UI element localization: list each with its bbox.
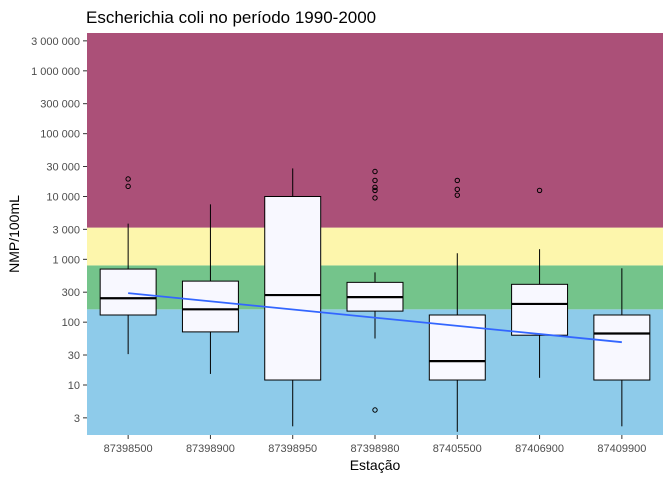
box-87398900: [181, 204, 239, 374]
chart-title: Escherichia coli no período 1990-2000: [86, 8, 376, 27]
box-87409900: [593, 268, 651, 427]
x-axis-title: Estação: [350, 457, 401, 473]
outlier-point: [372, 407, 378, 413]
background-band-3: [87, 33, 663, 228]
x-tick-label: 87406900: [515, 443, 564, 455]
y-tick-label: 1 000: [52, 254, 80, 266]
outlier-point: [372, 184, 378, 191]
x-axis: 87398500 87398900 87398950 87398980 87405500…: [104, 435, 646, 455]
x-tick-label: 87398950: [268, 443, 317, 455]
x-tick-label: 87398900: [186, 443, 235, 455]
box-body: [181, 280, 239, 333]
y-tick-label: 3: [74, 413, 80, 425]
y-tick-label: 1 000 000: [31, 66, 80, 78]
trend-line: [128, 292, 622, 344]
trend-line-group: [128, 292, 622, 344]
box-87398980: [346, 168, 404, 413]
background-bands: [87, 33, 663, 435]
box-body: [99, 268, 157, 316]
outlier-point: [372, 187, 378, 194]
box-body: [264, 195, 322, 381]
x-tick-label: 87409900: [597, 443, 646, 455]
y-tick-label: 3 000 000: [31, 36, 80, 48]
box-body: [511, 283, 569, 336]
outlier-point: [372, 168, 378, 175]
y-tick-label: 3 000: [52, 224, 80, 236]
y-axis: 3 10 30 100 300 1 000 3 000 10 000 30 000 100 000…: [31, 36, 87, 425]
x-tick-label: 87398980: [351, 443, 400, 455]
x-tick-label: 87398500: [104, 443, 153, 455]
box-87406900: [511, 187, 569, 378]
outlier-point: [372, 177, 378, 184]
y-tick-label: 10 000: [46, 191, 80, 203]
x-tick-label: 87405500: [433, 443, 482, 455]
y-axis-title: NMP/100mL: [6, 195, 22, 273]
box-body: [593, 314, 651, 381]
background-band-2: [87, 227, 663, 266]
outlier-point: [454, 192, 460, 198]
y-tick-label: 100 000: [40, 129, 80, 141]
outlier-point: [536, 187, 543, 194]
y-tick-label: 10: [68, 380, 80, 392]
y-tick-label: 300: [62, 287, 80, 299]
outlier-point: [454, 186, 460, 193]
y-tick-label: 100: [62, 317, 80, 329]
box-87398500: [99, 176, 157, 355]
boxes: [99, 168, 651, 432]
outlier-point: [125, 183, 131, 190]
outlier-point: [454, 177, 460, 184]
y-tick-label: 30: [68, 350, 80, 362]
y-tick-label: 30 000: [46, 162, 80, 174]
box-87398950: [264, 168, 322, 427]
y-tick-label: 300 000: [40, 99, 80, 111]
outlier-point: [125, 176, 131, 182]
outlier-point: [372, 195, 378, 201]
